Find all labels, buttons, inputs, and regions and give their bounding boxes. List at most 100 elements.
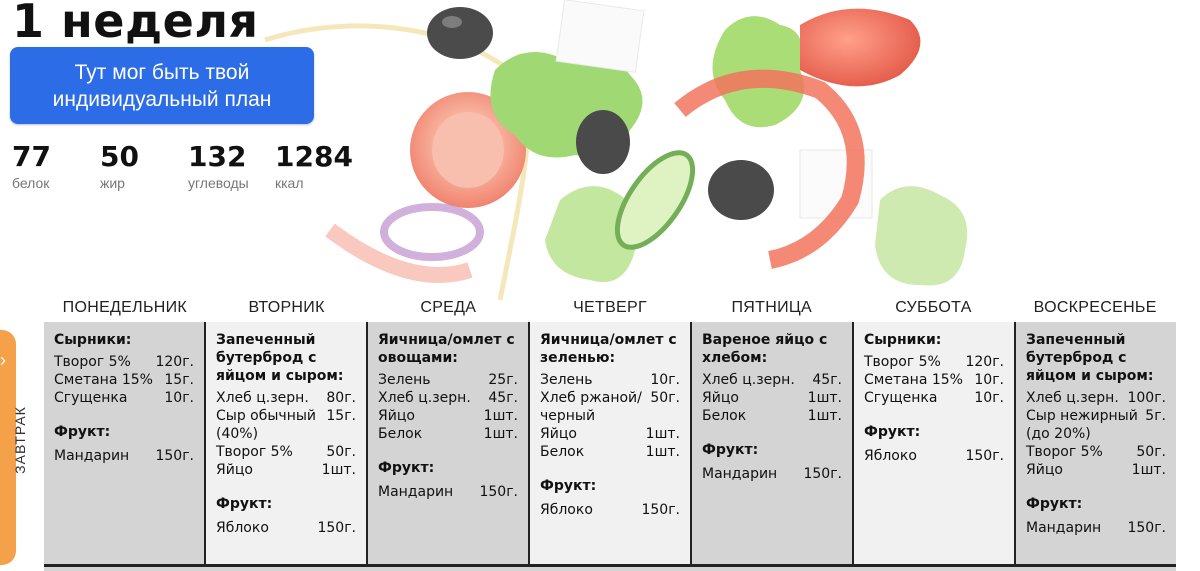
dish-title: Запеченный бутерброд с яйцом и сыром: [216, 332, 344, 384]
ingredient-name: Творог 5% [216, 444, 293, 460]
ingredient-row: Яйцо 1шт. [1026, 461, 1166, 479]
breakfast-cell: Запеченный бутерброд с яйцом и сыром: Хле… [1016, 322, 1176, 567]
breakfast-cell: Сырники: Творог 5% 120г. Сметана 15% 10г. Сгу… [854, 322, 1016, 567]
ingredient-qty: 100г. [1127, 390, 1166, 406]
ingredient-name: Хлеб ц.зерн. [1026, 390, 1119, 406]
meal-tab-breakfast[interactable]: › [0, 330, 16, 565]
macro-kcal: 1284 ккал [275, 140, 353, 192]
ingredient-row: Хлеб ц.зерн. 45г. [378, 389, 518, 407]
macro-label: углеводы [188, 175, 249, 191]
day-thursday: ЧЕТВЕРГ [573, 299, 647, 316]
breakfast-cell: Запеченный бутерброд с яйцом и сыром: Хле… [206, 322, 368, 567]
fruit-name: Яблоко [216, 520, 269, 536]
breakfast-cell: Сырники: Творог 5% 120г. Сметана 15% 15г. Сгу… [44, 322, 206, 567]
ingredient-name: Творог 5% [1026, 444, 1103, 460]
ingredient-name: Белок [540, 444, 585, 460]
ingredient-name: Сыр нежирный (до 20%) [1026, 408, 1138, 442]
ingredient-qty: 5г. [1145, 408, 1166, 424]
fruit-qty: 150г. [155, 448, 194, 464]
ingredient-name: Сметана 15% [864, 372, 963, 388]
fruit-qty: 150г. [803, 466, 842, 482]
breakfast-cell: Яичница/омлет с овощами: Зелень 25г. Хлеб ц… [368, 322, 530, 567]
ingredient-qty: 10г. [974, 372, 1004, 388]
ingredient-qty: 10г. [650, 372, 680, 388]
individual-plan-button[interactable]: Тут мог быть твой индивидуальный план [10, 47, 314, 124]
ingredient-name: Белок [702, 408, 747, 424]
ingredient-row: Зелень 10г. [540, 371, 680, 389]
ingredient-name: Сгущенка [864, 390, 938, 406]
ingredient-qty: 45г. [488, 390, 518, 406]
ingredient-name: Хлеб ц.зерн. [378, 390, 471, 406]
ingredient-row: Творог 5% 120г. [54, 353, 194, 371]
ingredient-row: Сметана 15% 15г. [54, 371, 194, 389]
ingredient-name: Яйцо [1026, 462, 1063, 478]
ingredient-qty: 25г. [488, 372, 518, 388]
ingredient-row: Сыр нежирный (до 20%) 5г. [1026, 407, 1166, 443]
ingredient-qty: 1шт. [807, 390, 842, 406]
fruit-heading: Фрукт: [1026, 496, 1083, 512]
ingredient-qty: 50г. [1136, 444, 1166, 460]
fruit-row: Мандарин 150г. [702, 465, 842, 483]
macro-label: жир [100, 175, 125, 191]
ingredient-row: Хлеб ржаной/ черный 50г. [540, 389, 680, 425]
dish-title: Яичница/омлет с зеленью: [540, 332, 677, 366]
ingredient-row: Сгущенка 10г. [864, 389, 1004, 407]
fruit-row: Яблоко 150г. [864, 447, 1004, 465]
day-sunday: ВОСКРЕСЕНЬЕ [1033, 299, 1157, 316]
fruit-name: Яблоко [540, 502, 593, 518]
dish-title: Вареное яйцо с хлебом: [702, 332, 828, 366]
ingredient-name: Сгущенка [54, 390, 128, 406]
ingredient-qty: 50г. [650, 390, 680, 406]
next-meal-row [44, 567, 1176, 571]
fruit-heading: Фрукт: [54, 424, 111, 440]
day-wednesday: СРЕДА [420, 299, 477, 316]
ingredient-qty: 80г. [326, 390, 356, 406]
ingredient-qty: 10г. [974, 390, 1004, 406]
ingredient-name: Зелень [378, 372, 431, 388]
ingredient-name: Зелень [540, 372, 593, 388]
dish-title: Запеченный бутерброд с яйцом и сыром: [1026, 332, 1154, 384]
ingredient-qty: 1шт. [483, 408, 518, 424]
fruit-row: Мандарин 150г. [378, 483, 518, 501]
macro-value: 1284 [275, 140, 353, 173]
breakfast-cell: Вареное яйцо с хлебом: Хлеб ц.зерн. 45г. Яй… [692, 322, 854, 567]
chevron-right-icon: › [0, 350, 6, 370]
ingredient-row: Творог 5% 50г. [1026, 443, 1166, 461]
day-friday: ПЯТНИЦА [731, 299, 812, 316]
ingredient-name: Сыр обычный (40%) [216, 408, 316, 442]
ingredient-qty: 15г. [326, 408, 356, 424]
fruit-row: Яблоко 150г. [540, 501, 680, 519]
ingredient-qty: 120г. [155, 354, 194, 370]
macro-label: белок [12, 175, 50, 191]
ingredient-name: Яйцо [702, 390, 739, 406]
grid-bottom-divider [44, 564, 1176, 567]
week-title: 1 неделя [12, 0, 259, 48]
breakfast-cell: Яичница/омлет с зеленью: Зелень 10г. Хлеб р… [530, 322, 692, 567]
ingredient-row: Яйцо 1шт. [540, 425, 680, 443]
meal-label: ЗАВТРАК [12, 406, 28, 474]
day-tuesday: ВТОРНИК [248, 299, 325, 316]
day-saturday: СУББОТА [895, 299, 972, 316]
ingredient-row: Сметана 15% 10г. [864, 371, 1004, 389]
ingredient-name: Яйцо [540, 426, 577, 442]
macro-value: 50 [100, 140, 139, 173]
macro-carbs: 132 углеводы [188, 140, 249, 192]
fruit-row: Мандарин 150г. [54, 447, 194, 465]
fruit-qty: 150г. [1127, 520, 1166, 536]
fruit-name: Мандарин [378, 484, 454, 500]
days-header: ПОНЕДЕЛЬНИК ВТОРНИК СРЕДА ЧЕТВЕРГ ПЯТНИЦ… [44, 296, 1176, 322]
ingredient-name: Хлеб ц.зерн. [702, 372, 795, 388]
ingredient-qty: 1шт. [645, 426, 680, 442]
ingredient-name: Яйцо [378, 408, 415, 424]
ingredient-row: Яйцо 1шт. [378, 407, 518, 425]
dish-title: Сырники: [54, 332, 132, 348]
dish-title: Яичница/омлет с овощами: [378, 332, 515, 366]
ingredient-row: Сгущенка 10г. [54, 389, 194, 407]
ingredient-row: Хлеб ц.зерн. 100г. [1026, 389, 1166, 407]
macro-value: 132 [188, 140, 247, 173]
ingredient-row: Белок 1шт. [378, 425, 518, 443]
ingredient-name: Творог 5% [864, 354, 941, 370]
ingredient-row: Хлеб ц.зерн. 80г. [216, 389, 356, 407]
ingredient-name: Сметана 15% [54, 372, 153, 388]
